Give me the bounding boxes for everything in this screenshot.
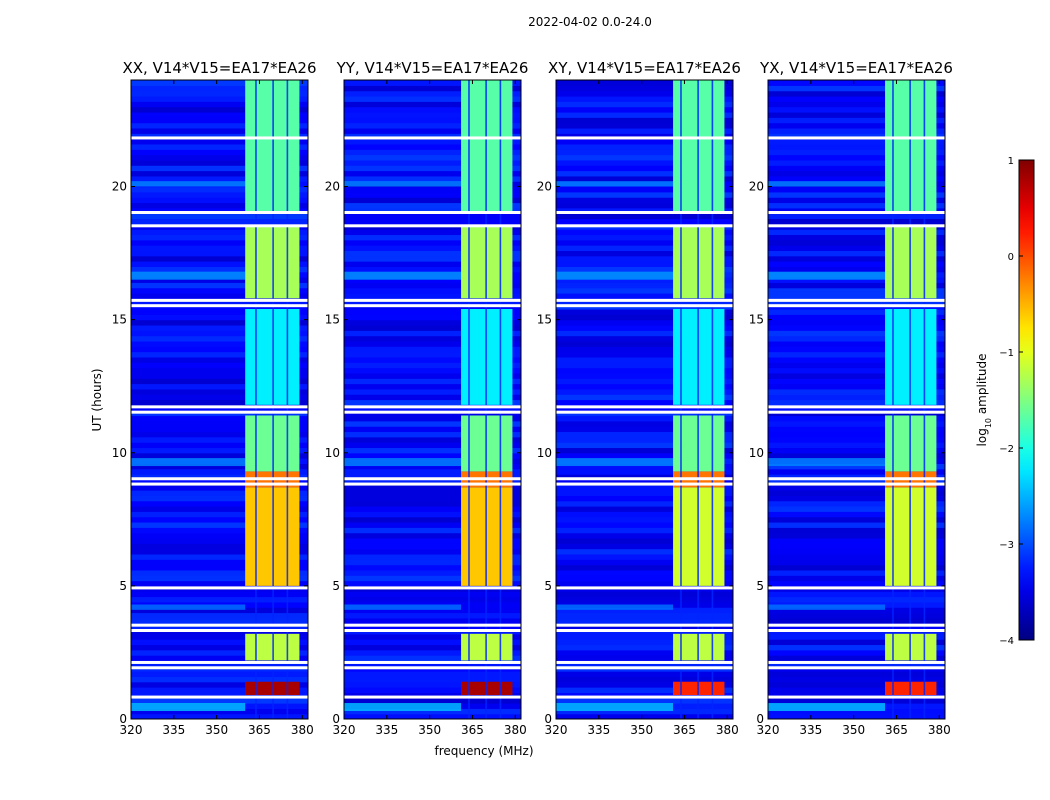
panel-frame xyxy=(130,79,309,720)
y-tick-label: 5 xyxy=(544,579,552,593)
panel-heatmap xyxy=(344,80,521,719)
x-tick-label: 350 xyxy=(205,723,228,737)
panel-title: XX, V14*V15=EA17*EA26 xyxy=(122,59,316,77)
panel-frame xyxy=(555,79,734,720)
x-tick-label: 365 xyxy=(248,723,271,737)
figure-title: 2022-04-02 0.0-24.0 xyxy=(528,15,652,29)
y-tick-label: 20 xyxy=(112,180,127,194)
panel-title: YX, V14*V15=EA17*EA26 xyxy=(759,59,953,77)
panel-title: XY, V14*V15=EA17*EA26 xyxy=(548,59,741,77)
y-tick-label: 10 xyxy=(112,446,127,460)
panel-title: YY, V14*V15=EA17*EA26 xyxy=(336,59,529,77)
panel-frame xyxy=(767,79,946,720)
x-tick-label: 335 xyxy=(162,723,185,737)
x-tick-label: 380 xyxy=(928,723,951,737)
colorbar: 1 0 −1 −2 −3 −4 log10 amplitude xyxy=(975,156,1035,647)
panel-1: YY, V14*V15=EA17*EA26 320 335 350 365 380 0 5 10… xyxy=(325,59,529,737)
y-tick-label: 10 xyxy=(749,446,764,460)
panel-heatmap xyxy=(556,80,733,719)
y-tick-label: 0 xyxy=(332,712,340,726)
colorbar-tick-label: −2 xyxy=(999,444,1014,455)
panel-heatmap xyxy=(131,80,308,719)
x-tick-label: 335 xyxy=(375,723,398,737)
x-tick-label: 335 xyxy=(799,723,822,737)
x-tick-label: 320 xyxy=(120,723,143,737)
y-tick-label: 20 xyxy=(325,180,340,194)
x-tick-label: 365 xyxy=(461,723,484,737)
y-tick-label: 10 xyxy=(537,446,552,460)
colorbar-gradient xyxy=(1018,159,1035,641)
x-tick-label: 380 xyxy=(291,723,314,737)
panel-3: YX, V14*V15=EA17*EA26 320 335 350 365 380 0 5 10… xyxy=(749,59,953,737)
panel-frame xyxy=(343,79,522,720)
x-tick-label: 320 xyxy=(545,723,568,737)
y-tick-label: 5 xyxy=(756,579,764,593)
x-tick-label: 365 xyxy=(885,723,908,737)
x-tick-label: 320 xyxy=(757,723,780,737)
y-axis-label: UT (hours) xyxy=(90,368,104,431)
y-tick-label: 20 xyxy=(537,180,552,194)
y-tick-label: 10 xyxy=(325,446,340,460)
panel-0: XX, V14*V15=EA17*EA26 320 335 350 365 380 0 5 10… xyxy=(112,59,317,737)
y-tick-label: 0 xyxy=(119,712,127,726)
x-axis-label: frequency (MHz) xyxy=(434,744,533,758)
x-tick-label: 335 xyxy=(587,723,610,737)
colorbar-tick-label: 1 xyxy=(1008,156,1014,167)
y-tick-label: 15 xyxy=(749,313,764,327)
x-tick-label: 365 xyxy=(673,723,696,737)
panel-2: XY, V14*V15=EA17*EA26 320 335 350 365 380 0 5 10… xyxy=(537,59,741,737)
x-tick-label: 380 xyxy=(504,723,527,737)
y-tick-label: 20 xyxy=(749,180,764,194)
y-tick-label: 5 xyxy=(119,579,127,593)
x-tick-label: 320 xyxy=(333,723,356,737)
colorbar-tick-label: −4 xyxy=(999,636,1014,647)
colorbar-label: log10 amplitude xyxy=(975,354,993,447)
x-tick-label: 350 xyxy=(842,723,865,737)
y-tick-label: 0 xyxy=(544,712,552,726)
panels: XX, V14*V15=EA17*EA26 320 335 350 365 380 0 5 10… xyxy=(112,59,953,737)
x-tick-label: 380 xyxy=(716,723,739,737)
panel-heatmap xyxy=(768,80,945,719)
colorbar-tick-label: −3 xyxy=(999,540,1014,551)
y-tick-label: 5 xyxy=(332,579,340,593)
colorbar-tick-label: 0 xyxy=(1008,252,1014,263)
x-tick-label: 350 xyxy=(630,723,653,737)
x-tick-label: 350 xyxy=(418,723,441,737)
y-tick-label: 15 xyxy=(537,313,552,327)
y-tick-label: 15 xyxy=(325,313,340,327)
colorbar-tick-label: −1 xyxy=(999,348,1014,359)
y-tick-label: 15 xyxy=(112,313,127,327)
y-tick-label: 0 xyxy=(756,712,764,726)
